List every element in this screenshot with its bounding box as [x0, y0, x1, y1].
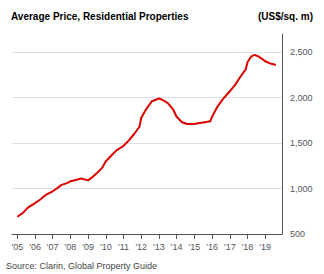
svg-text:'06: '06 [29, 242, 41, 252]
svg-text:'16: '16 [206, 242, 218, 252]
svg-text:'12: '12 [135, 242, 147, 252]
svg-text:'14: '14 [171, 242, 183, 252]
svg-text:2,500: 2,500 [290, 47, 313, 57]
svg-text:500: 500 [290, 229, 305, 239]
svg-text:Average Price, Residential Pro: Average Price, Residential Properties [11, 11, 189, 22]
svg-text:'15: '15 [188, 242, 200, 252]
svg-text:2,000: 2,000 [290, 93, 313, 103]
svg-text:'10: '10 [100, 242, 112, 252]
svg-text:'09: '09 [82, 242, 94, 252]
svg-text:Source: Clarin, Global Propert: Source: Clarin, Global Property Guide [6, 261, 157, 271]
svg-text:1,000: 1,000 [290, 184, 313, 194]
svg-text:'19: '19 [259, 242, 271, 252]
svg-text:(US$/sq. m): (US$/sq. m) [258, 11, 313, 22]
svg-text:'11: '11 [118, 242, 129, 252]
svg-text:'07: '07 [47, 242, 59, 252]
svg-text:'13: '13 [153, 242, 165, 252]
svg-text:'17: '17 [224, 242, 236, 252]
svg-text:'05: '05 [11, 242, 23, 252]
svg-text:1,500: 1,500 [290, 138, 313, 148]
svg-text:'18: '18 [242, 242, 254, 252]
svg-text:'08: '08 [65, 242, 77, 252]
